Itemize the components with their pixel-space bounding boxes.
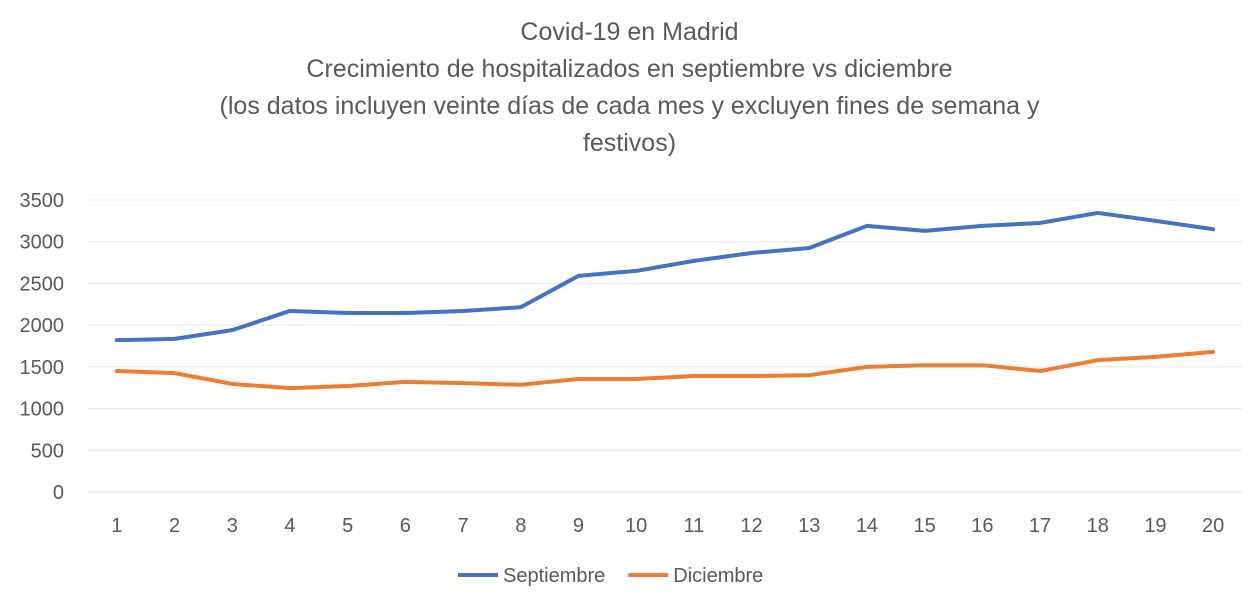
x-tick-label: 2 (169, 515, 180, 537)
x-tick-label: 10 (625, 515, 647, 537)
title-line: festivos) (582, 129, 677, 157)
x-tick-label: 8 (515, 515, 526, 537)
chart-title: Covid-19 en Madrid Crecimiento de hospit… (0, 14, 1259, 162)
x-tick-label: 1 (111, 515, 122, 537)
y-tick-label: 2500 (20, 273, 65, 295)
x-tick-label: 3 (227, 515, 238, 537)
y-tick-label: 3500 (20, 190, 65, 212)
y-tick-label: 1500 (20, 357, 65, 379)
x-tick-label: 14 (856, 515, 878, 537)
x-tick-label: 13 (798, 515, 820, 537)
title-line: Covid-19 en Madrid (520, 18, 739, 46)
title-line: Crecimiento de hospitalizados en septiem… (306, 55, 953, 83)
x-tick-label: 15 (914, 515, 936, 537)
series-line-septiembre (114, 210, 1216, 343)
x-tick-label: 12 (740, 515, 762, 537)
y-tick-label: 500 (31, 440, 64, 462)
x-tick-label: 9 (573, 515, 584, 537)
legend-label: Septiembre (503, 565, 605, 587)
title-line: (los datos incluyen veinte días de cada … (219, 92, 1040, 120)
x-tick-label: 16 (971, 515, 993, 537)
legend-label: Diciembre (673, 565, 763, 587)
x-tick-label: 19 (1144, 515, 1166, 537)
series-line-diciembre (114, 349, 1216, 391)
x-tick-label: 6 (400, 515, 411, 537)
x-tick-label: 17 (1029, 515, 1051, 537)
x-tick-label: 7 (457, 515, 468, 537)
x-tick-label: 20 (1202, 515, 1224, 537)
x-tick-label: 5 (342, 515, 353, 537)
y-tick-label: 0 (53, 482, 64, 504)
x-tick-label: 11 (683, 515, 704, 537)
y-tick-label: 2000 (20, 315, 65, 337)
x-tick-label: 18 (1087, 515, 1109, 537)
y-tick-label: 1000 (20, 399, 65, 421)
x-tick-label: 4 (284, 515, 295, 537)
y-tick-label: 3000 (20, 232, 65, 254)
